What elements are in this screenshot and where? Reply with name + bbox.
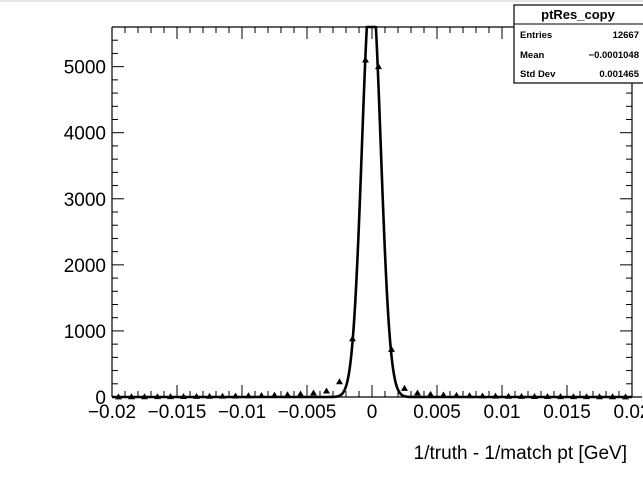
x-tick-label: 0 xyxy=(367,402,378,423)
stats-entries-label: Entries xyxy=(520,30,552,41)
y-tick-label: 0 xyxy=(95,388,106,409)
y-tick-label: 2000 xyxy=(64,256,106,277)
x-tick-label: −0.02 xyxy=(88,402,136,423)
y-tick-label: 5000 xyxy=(64,58,106,79)
x-tick-label: 0.02 xyxy=(614,402,643,423)
stats-box-frame xyxy=(513,4,643,84)
data-point-marker xyxy=(401,384,408,391)
y-tick-label: 1000 xyxy=(64,322,106,343)
x-tick-label: 0.015 xyxy=(543,402,591,423)
stats-stddev-label: Std Dev xyxy=(520,69,556,80)
y-axis: 0 1000 2000 3000 4000 5000 xyxy=(64,26,632,409)
stats-stddev-value: 0.001465 xyxy=(599,69,639,80)
data-point-marker xyxy=(336,378,343,385)
x-axis-title: 1/truth - 1/match pt [GeV] xyxy=(414,443,627,464)
y-tick-label: 3000 xyxy=(64,190,106,211)
stats-mean-value: −0.0001048 xyxy=(589,50,639,61)
x-tick-label: −0.01 xyxy=(218,402,266,423)
x-tick-label: −0.015 xyxy=(148,402,207,423)
data-point-marker xyxy=(323,387,330,394)
x-axis: −0.02 −0.015 −0.01 −0.005 0 0.005 0.01 0.015 0.0… xyxy=(88,27,643,423)
data-layer xyxy=(112,25,632,400)
data-point-marker xyxy=(284,391,291,398)
data-point-marker xyxy=(297,390,304,397)
data-point-marker xyxy=(427,390,434,397)
gaussian-fit-curve xyxy=(112,25,632,399)
x-tick-label: 0.01 xyxy=(484,402,521,423)
y-tick-label: 4000 xyxy=(64,124,106,145)
data-point-marker xyxy=(310,389,317,396)
x-tick-label: 0.005 xyxy=(413,402,461,423)
stats-entries-value: 12667 xyxy=(613,30,639,41)
data-point-marker xyxy=(414,389,421,396)
stats-mean-label: Mean xyxy=(520,50,544,61)
stats-box: ptRes_copy Entries 12667 Mean −0.0001048… xyxy=(513,4,643,84)
x-tick-label: −0.005 xyxy=(278,402,337,423)
stats-box-title: ptRes_copy xyxy=(541,7,615,22)
